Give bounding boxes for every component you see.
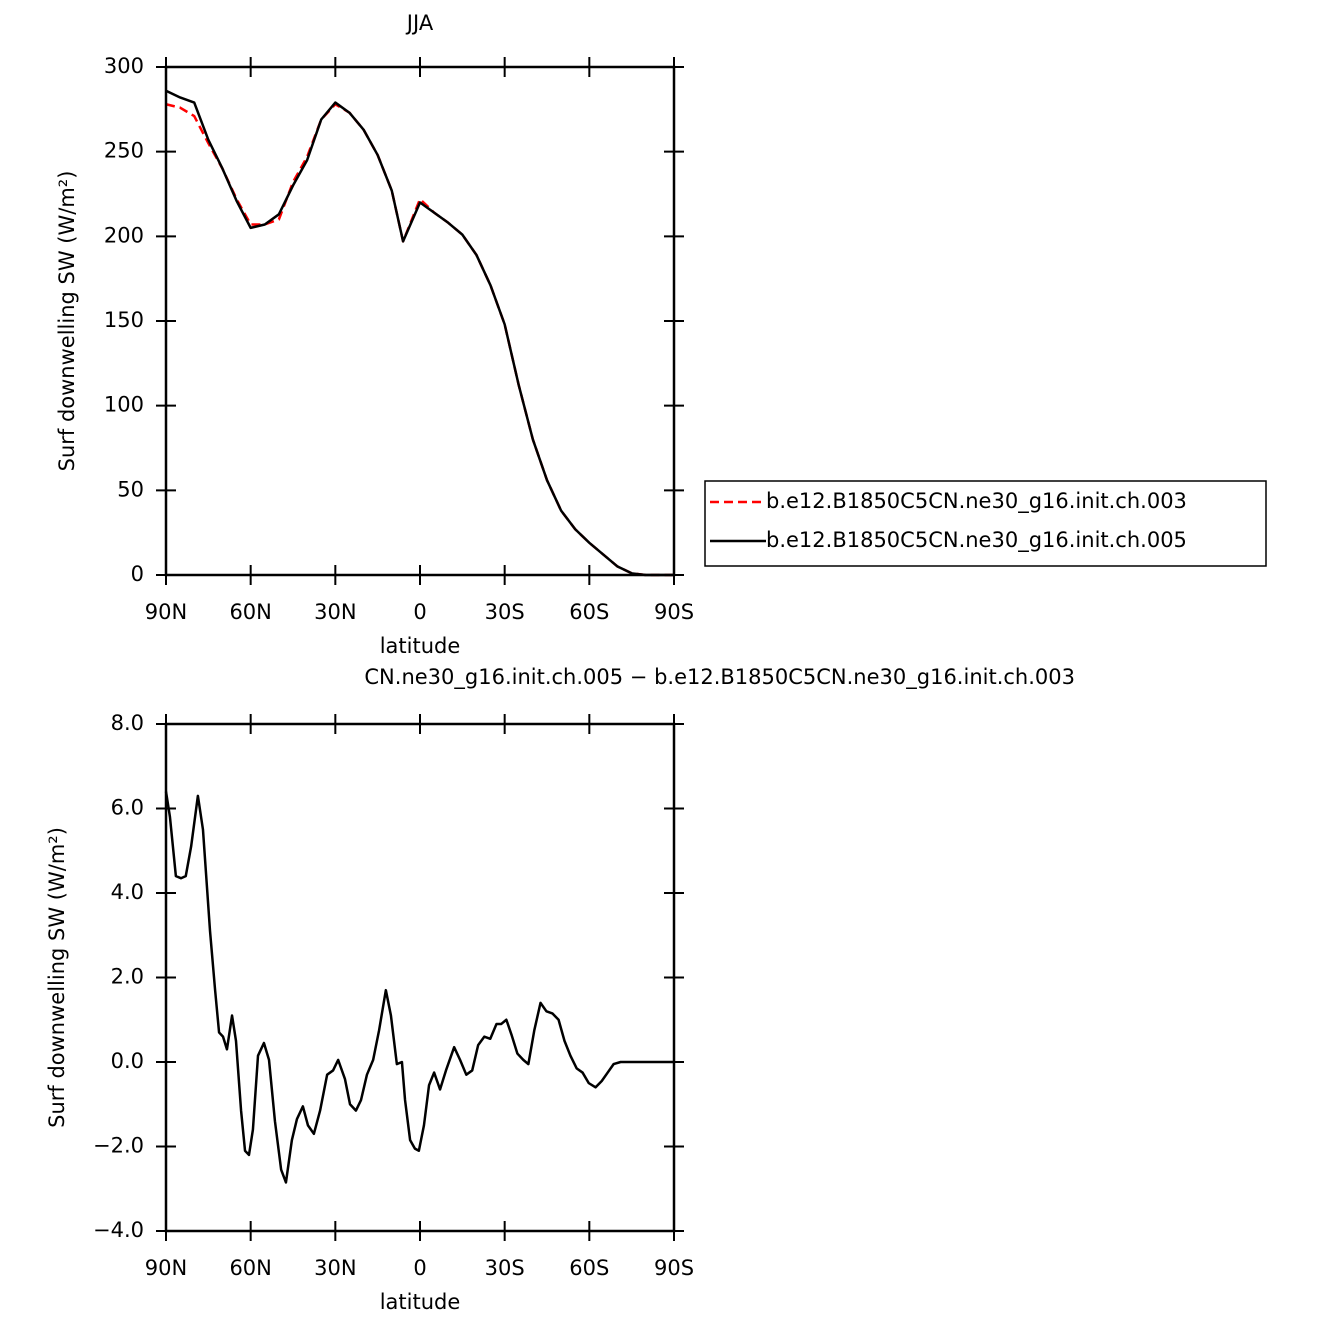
series-line <box>165 89 674 577</box>
y-tick-label: 8.0 <box>111 711 144 735</box>
x-tick-label: 90S <box>654 600 694 624</box>
plot-frame <box>164 722 676 1233</box>
chart-title: CN.ne30_g16.init.ch.005 − b.e12.B1850C5C… <box>364 665 1075 690</box>
x-axis-label: latitude <box>380 1290 461 1314</box>
x-tick-label: 60N <box>229 1256 271 1280</box>
y-tick-label: 0.0 <box>111 1049 144 1073</box>
y-axis-label: Surf downwelling SW (W/m²) <box>45 827 69 1128</box>
y-tick-label: 300 <box>104 54 144 78</box>
chart-title: JJA <box>405 11 434 35</box>
y-axis-label: Surf downwelling SW (W/m²) <box>55 171 79 472</box>
x-tick-label: 30N <box>314 1256 356 1280</box>
x-tick-label: 30S <box>485 1256 525 1280</box>
series-line <box>165 103 674 577</box>
y-tick-label: 200 <box>104 223 144 247</box>
y-tick-label: −2.0 <box>93 1134 144 1158</box>
y-tick-label: −4.0 <box>93 1218 144 1242</box>
x-tick-label: 90N <box>145 600 187 624</box>
y-tick-label: 2.0 <box>111 965 144 989</box>
y-tick-label: 250 <box>104 139 144 163</box>
legend-label: b.e12.B1850C5CN.ne30_g16.init.ch.005 <box>766 528 1187 553</box>
series-line <box>164 791 674 1184</box>
y-tick-label: 50 <box>117 477 144 501</box>
legend-box <box>704 480 1267 567</box>
y-tick-label: 4.0 <box>111 880 144 904</box>
x-tick-label: 60N <box>229 600 271 624</box>
x-tick-label: 30N <box>314 600 356 624</box>
x-tick-label: 30S <box>485 600 525 624</box>
x-tick-label: 90S <box>654 1256 694 1280</box>
x-tick-label: 60S <box>569 1256 609 1280</box>
plot-frame <box>164 65 676 577</box>
x-axis-label: latitude <box>380 634 461 658</box>
x-tick-label: 90N <box>145 1256 187 1280</box>
y-tick-label: 6.0 <box>111 796 144 820</box>
y-tick-label: 150 <box>104 308 144 332</box>
y-tick-label: 100 <box>104 393 144 417</box>
x-tick-label: 60S <box>569 600 609 624</box>
x-tick-label: 0 <box>413 1256 426 1280</box>
legend-label: b.e12.B1850C5CN.ne30_g16.init.ch.003 <box>766 489 1187 514</box>
y-tick-label: 0 <box>131 562 144 586</box>
x-tick-label: 0 <box>413 600 426 624</box>
